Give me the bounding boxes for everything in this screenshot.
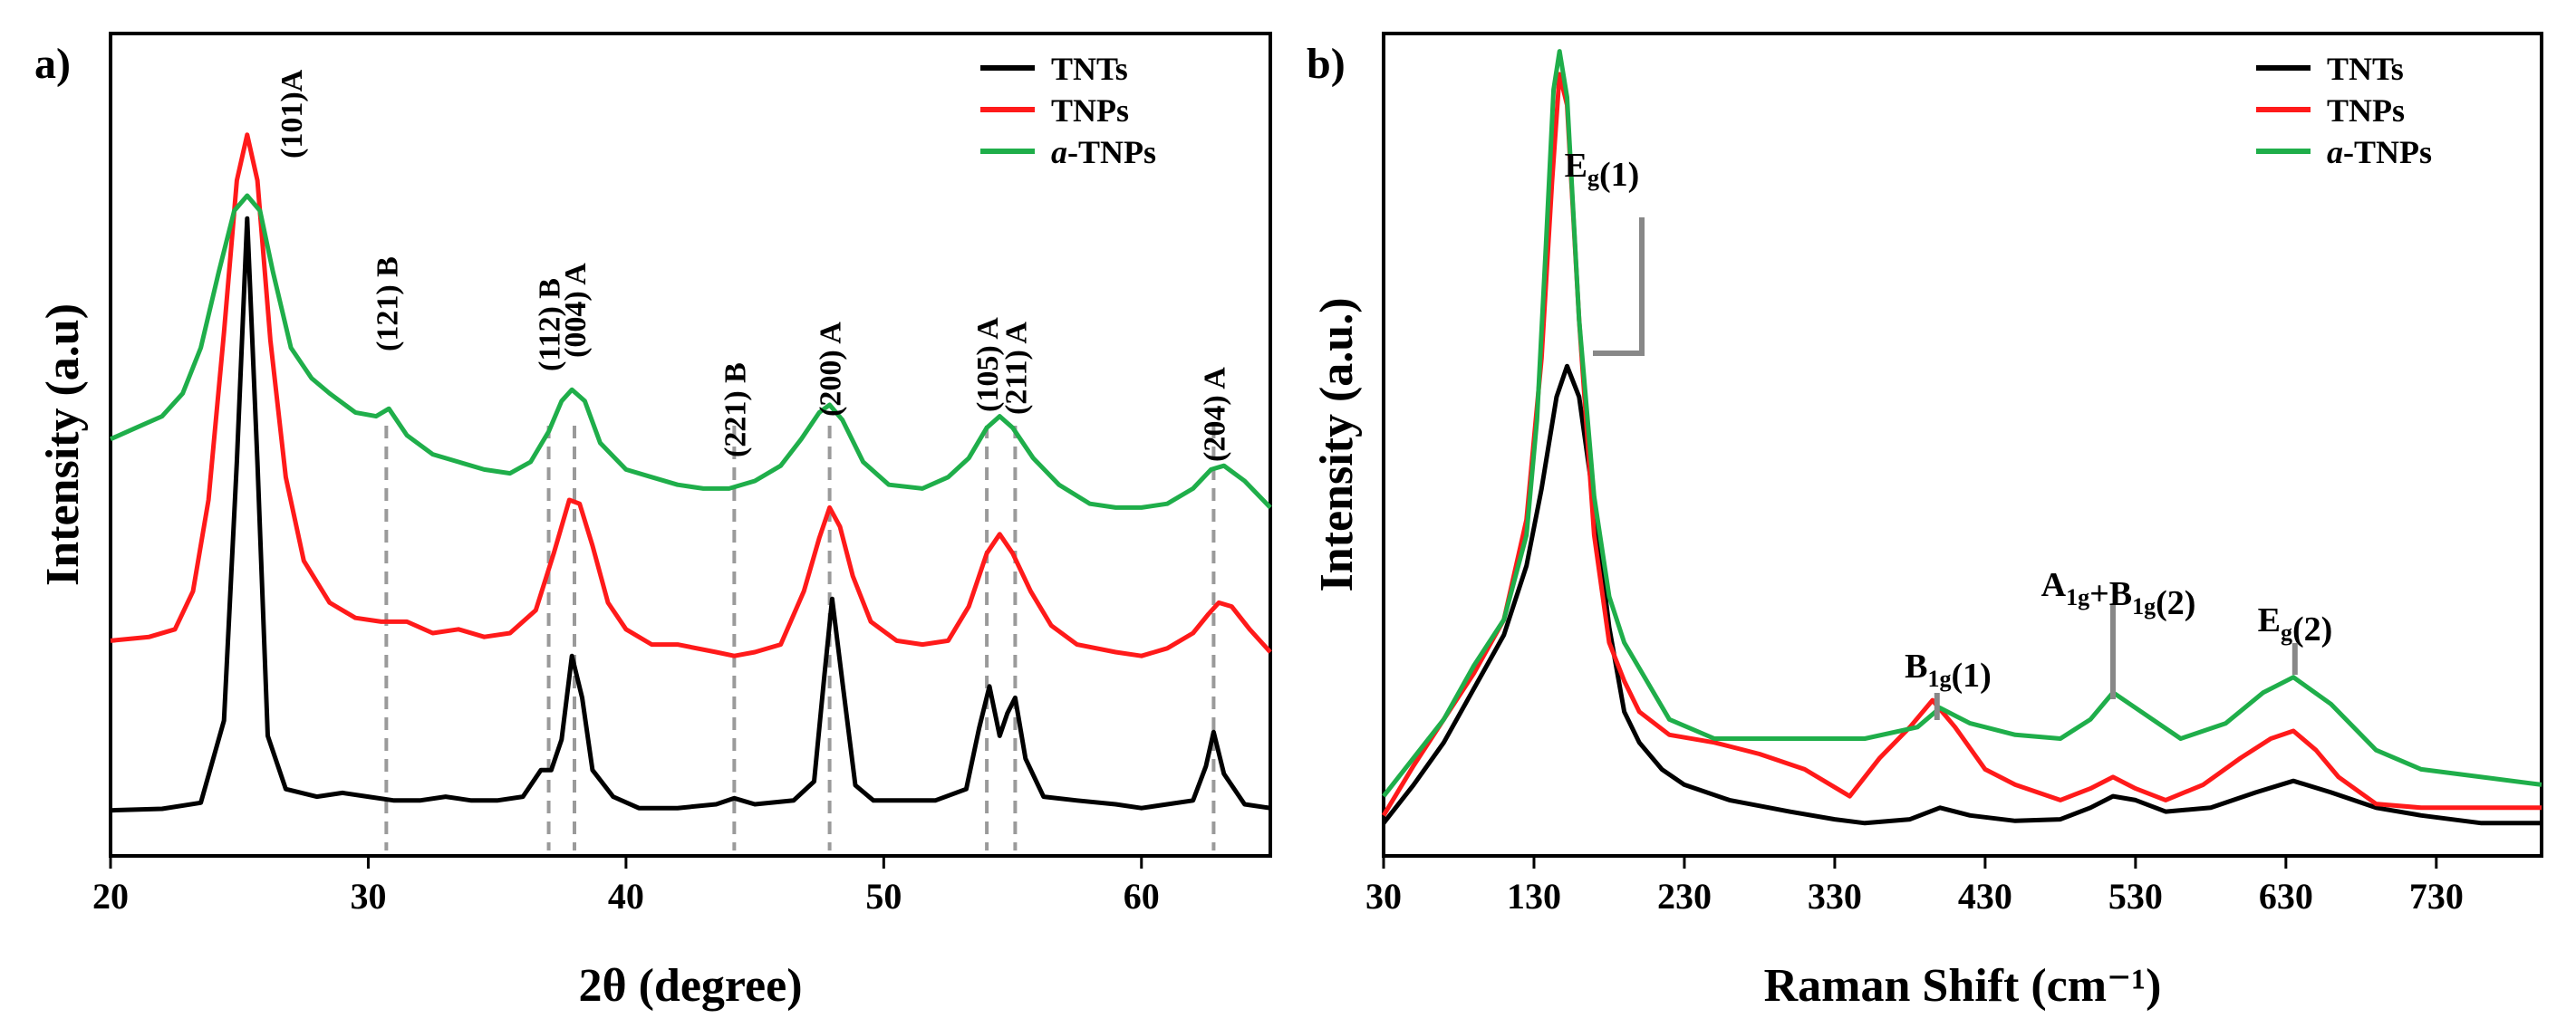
svg-text:B1g(1): B1g(1): [1905, 648, 1992, 695]
legend-label: TNPs: [1051, 92, 1129, 129]
raman-x-tick-label: 130: [1507, 876, 1561, 917]
legend-item: TNPs: [2256, 92, 2405, 129]
raman-y-axis-label: Intensity (a.u.): [1311, 297, 1363, 591]
panel-label-a: a): [34, 40, 71, 88]
legend-item: TNTs: [980, 51, 1128, 87]
xrd-chart: a) 20 30 40 50 60 (101)A (121) B (112) B(004) …: [34, 32, 1272, 1012]
xrd-x-tick-label: 60: [1124, 876, 1160, 917]
raman-mode-label: B1g(1): [1905, 648, 1992, 720]
legend-item: TNTs: [2256, 51, 2404, 87]
raman-x-tick-label: 330: [1808, 876, 1862, 917]
raman-x-tick-label: 730: [2409, 876, 2464, 917]
legend-label: a-TNPs: [1051, 134, 1156, 170]
peak-label: (221) B: [719, 362, 752, 457]
xrd-y-axis-label: Intensity (a.u): [37, 303, 89, 586]
legend-label: TNPs: [2327, 92, 2405, 129]
xrd-x-tick-label: 20: [92, 876, 129, 917]
raman-mode-label: A1g+B1g(2): [2041, 566, 2196, 699]
xrd-x-tick-label: 50: [865, 876, 902, 917]
peak-label: (121) B: [371, 256, 404, 351]
peak-label: (211) A: [999, 322, 1033, 415]
raman-mode-label: Eg(1): [1565, 147, 1645, 356]
legend-label: TNTs: [2327, 51, 2404, 87]
xrd-series-tnps: [110, 132, 1272, 658]
peak-label: (105) A: [971, 317, 1005, 412]
xrd-plot-frame: [109, 32, 1272, 858]
raman-x-tick-label: 630: [2259, 876, 2313, 917]
raman-series-tnts: [1382, 363, 2542, 826]
xrd-x-tick-label: 40: [608, 876, 644, 917]
xrd-series-a-tnps: [109, 193, 1272, 510]
raman-x-tick-label: 230: [1657, 876, 1712, 917]
peak-label: (204) A: [1198, 367, 1231, 462]
peak-label: (004) A: [559, 263, 593, 358]
raman-x-axis-label: Raman Shift (cm⁻¹): [1764, 960, 2162, 1012]
svg-text:Eg(1): Eg(1): [1565, 147, 1640, 194]
mode-bracket: [1593, 217, 1645, 356]
xrd-series-tnts: [110, 216, 1271, 813]
peak-label: (112) B: [534, 278, 567, 371]
legend-item: TNPs: [980, 92, 1129, 129]
legend-label: a-TNPs: [2327, 134, 2432, 170]
raman-plot-frame: [1382, 32, 2543, 858]
raman-chart: b) 30 130 230 330 430 530 630 730 Eg(1) B1g(1) A1…: [1307, 32, 2543, 1012]
raman-x-tick-label: 430: [1958, 876, 2012, 917]
peak-label: (101)A: [275, 69, 309, 159]
legend-item: a-TNPs: [980, 134, 1156, 170]
raman-series-a-tnps: [1382, 49, 2542, 798]
raman-x-tick-label: 530: [2108, 876, 2163, 917]
legend-label: TNTs: [1051, 51, 1128, 87]
xrd-x-axis-label: 2θ (degree): [578, 960, 802, 1012]
panel-label-b: b): [1307, 40, 1346, 88]
raman-series-tnps: [1381, 72, 2542, 817]
raman-mode-label: Eg(2): [2258, 601, 2333, 675]
svg-text:Eg(2): Eg(2): [2258, 601, 2333, 649]
peak-label: (200) A: [815, 322, 848, 417]
xrd-x-tick-label: 30: [350, 876, 386, 917]
legend-item: a-TNPs: [2256, 134, 2432, 170]
svg-text:A1g+B1g(2): A1g+B1g(2): [2041, 566, 2196, 622]
raman-x-tick-label: 30: [1365, 876, 1402, 917]
